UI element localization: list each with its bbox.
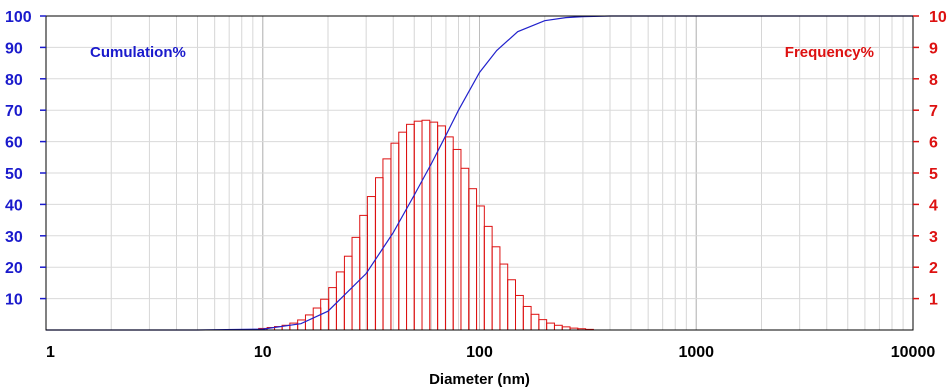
right-tick-label: 6	[929, 135, 938, 152]
right-tick-label: 7	[929, 103, 938, 120]
right-axis-ticks: 1 2 3 4 5 6 7 8 9 10	[913, 9, 947, 309]
left-tick-label: 30	[5, 229, 23, 246]
frequency-bar	[476, 205, 485, 331]
frequency-bar	[406, 123, 415, 331]
frequency-bar	[398, 131, 408, 331]
frequency-bar	[522, 305, 532, 331]
left-tick-label: 60	[5, 135, 23, 152]
frequency-bar	[515, 294, 524, 331]
left-axis-ticks: 10 20 30 40 50 60 70 80 90 100	[5, 9, 46, 309]
right-tick-label: 4	[929, 197, 938, 214]
frequency-bar	[445, 136, 454, 331]
frequency-bar	[382, 158, 392, 331]
x-tick-label: 10000	[891, 344, 936, 361]
right-tick-label: 3	[929, 229, 938, 246]
x-tick-label: 1	[46, 344, 55, 361]
right-tick-label: 10	[929, 9, 947, 26]
x-axis-label: Diameter (nm)	[429, 371, 530, 388]
frequency-bar	[483, 225, 493, 331]
frequency-bar	[553, 324, 563, 331]
left-tick-label: 90	[5, 40, 23, 57]
frequency-bar	[437, 125, 446, 331]
x-axis-ticks: 1 10 100 1000 10000	[46, 344, 935, 361]
x-tick-label: 100	[466, 344, 493, 361]
right-tick-label: 5	[929, 166, 938, 183]
frequency-bar	[538, 319, 548, 331]
left-tick-label: 50	[5, 166, 23, 183]
frequency-bar	[366, 196, 376, 331]
frequency-bar	[530, 313, 540, 331]
grid	[45, 16, 914, 330]
left-axis-label: Cumulation%	[90, 44, 186, 61]
frequency-bar	[460, 167, 470, 331]
x-tick-label: 10	[254, 344, 272, 361]
frequency-bar	[546, 322, 555, 331]
right-axis-label: Frequency%	[785, 44, 874, 61]
frequency-bar	[312, 307, 322, 331]
frequency-bar	[499, 263, 509, 331]
right-tick-label: 2	[929, 260, 938, 277]
right-tick-label: 9	[929, 40, 938, 57]
left-tick-label: 70	[5, 103, 23, 120]
left-tick-label: 40	[5, 197, 23, 214]
frequency-bar	[304, 314, 314, 331]
frequency-bar	[491, 246, 501, 331]
frequency-bar	[297, 319, 306, 331]
cumulation-line	[46, 15, 913, 331]
left-tick-label: 20	[5, 260, 23, 277]
frequency-bar	[390, 142, 400, 331]
left-tick-label: 100	[5, 9, 32, 26]
left-tick-label: 80	[5, 72, 23, 89]
x-tick-label: 1000	[678, 344, 714, 361]
left-tick-label: 10	[5, 292, 23, 309]
right-tick-label: 8	[929, 72, 938, 89]
frequency-bar	[507, 279, 516, 331]
frequency-bar	[452, 148, 462, 331]
right-tick-label: 1	[929, 292, 938, 309]
